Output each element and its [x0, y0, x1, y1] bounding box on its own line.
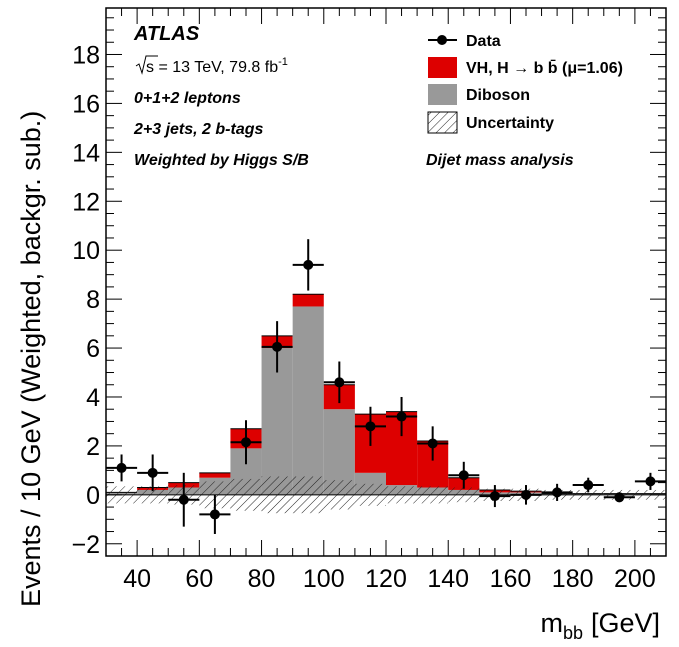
x-axis-title-unit: [GeV] [591, 608, 660, 638]
y-tick-label: 8 [86, 286, 100, 314]
vh-bar [199, 472, 231, 478]
data-points [106, 239, 666, 534]
data-point [645, 476, 656, 487]
data-point [365, 421, 376, 432]
legend-vh-swatch [428, 57, 457, 78]
data-point [303, 259, 314, 270]
vh-bar [292, 294, 324, 307]
y-tick-label: −2 [71, 531, 100, 559]
y-tick-label: 16 [72, 90, 100, 118]
y-axis-title: Events / 10 GeV (Weighted, backgr. sub.) [16, 111, 46, 607]
data-point [116, 462, 127, 473]
x-tick-label: 160 [490, 565, 532, 593]
y-tick-label: 2 [86, 433, 100, 461]
leptons-label: 0+1+2 leptons [134, 90, 241, 107]
jets-label: 2+3 jets, 2 b-tags [133, 121, 263, 138]
x-tick-label: 60 [185, 565, 213, 593]
y-tick-label: 4 [86, 384, 100, 412]
x-axis-title: mbb [GeV] [540, 608, 660, 643]
legend-diboson-swatch [428, 84, 457, 105]
diboson-bar [292, 306, 324, 495]
x-tick-label: 180 [552, 565, 594, 593]
data-point [272, 341, 283, 352]
analysis-label: Dijet mass analysis [426, 152, 574, 169]
legend-data-marker [428, 35, 457, 45]
data-point [427, 438, 438, 449]
data-point [209, 509, 220, 520]
x-tick-label: 40 [123, 565, 151, 593]
sqrt-symbol [135, 55, 158, 75]
x-tick-label: 120 [365, 565, 407, 593]
data-point [334, 377, 345, 388]
data-point [614, 492, 625, 503]
legend-data-label: Data [466, 33, 501, 50]
legend: Data VH, H → b b̄ (μ=1.06) Diboson Uncer… [427, 33, 623, 134]
x-axis-title-main: m [540, 608, 563, 638]
data-point [147, 467, 158, 478]
y-tick-label: 12 [72, 188, 100, 216]
data-point [396, 411, 407, 422]
legend-uncertainty-label: Uncertainty [466, 115, 554, 132]
stacked-bars [106, 293, 666, 495]
weighting-label: Weighted by Higgs S/B [134, 152, 309, 169]
x-tick-label: 140 [427, 565, 469, 593]
data-point [241, 437, 251, 448]
data-point [489, 491, 500, 502]
svg-text:s = 13 TeV, 79.8 fb-1: s = 13 TeV, 79.8 fb-1 [146, 56, 288, 76]
x-tick-label: 80 [248, 565, 276, 593]
atlas-label: ATLAS [133, 23, 200, 45]
legend-vh-label: VH, H → b b̄ (μ=1.06) [466, 58, 623, 77]
x-tick-label: 200 [614, 565, 656, 593]
data-point [552, 487, 563, 498]
energy-text: = 13 TeV, 79.8 fb [154, 59, 278, 76]
data-point [458, 470, 469, 481]
y-tick-label: 14 [72, 139, 100, 167]
data-point [178, 494, 189, 505]
energy-label: s = 13 TeV, 79.8 fb-1 [135, 55, 288, 76]
y-axis: −2 0 2 4 6 8 10 12 14 16 18 [71, 17, 666, 559]
y-tick-label: 18 [72, 41, 100, 69]
y-tick-label: 10 [72, 237, 100, 265]
y-tick-label: 6 [86, 335, 100, 363]
x-tick-label: 100 [303, 565, 345, 593]
data-point [521, 489, 531, 500]
data-point [583, 480, 594, 491]
energy-prefix: s [146, 59, 154, 76]
x-axis: 40 60 80 100 120 140 160 180 200 [105, 8, 667, 593]
legend-uncertainty-swatch [427, 111, 458, 134]
legend-diboson-label: Diboson [466, 87, 530, 104]
energy-sup: -1 [278, 56, 288, 68]
x-axis-title-sub: bb [563, 623, 583, 643]
y-tick-label: 0 [86, 482, 100, 510]
